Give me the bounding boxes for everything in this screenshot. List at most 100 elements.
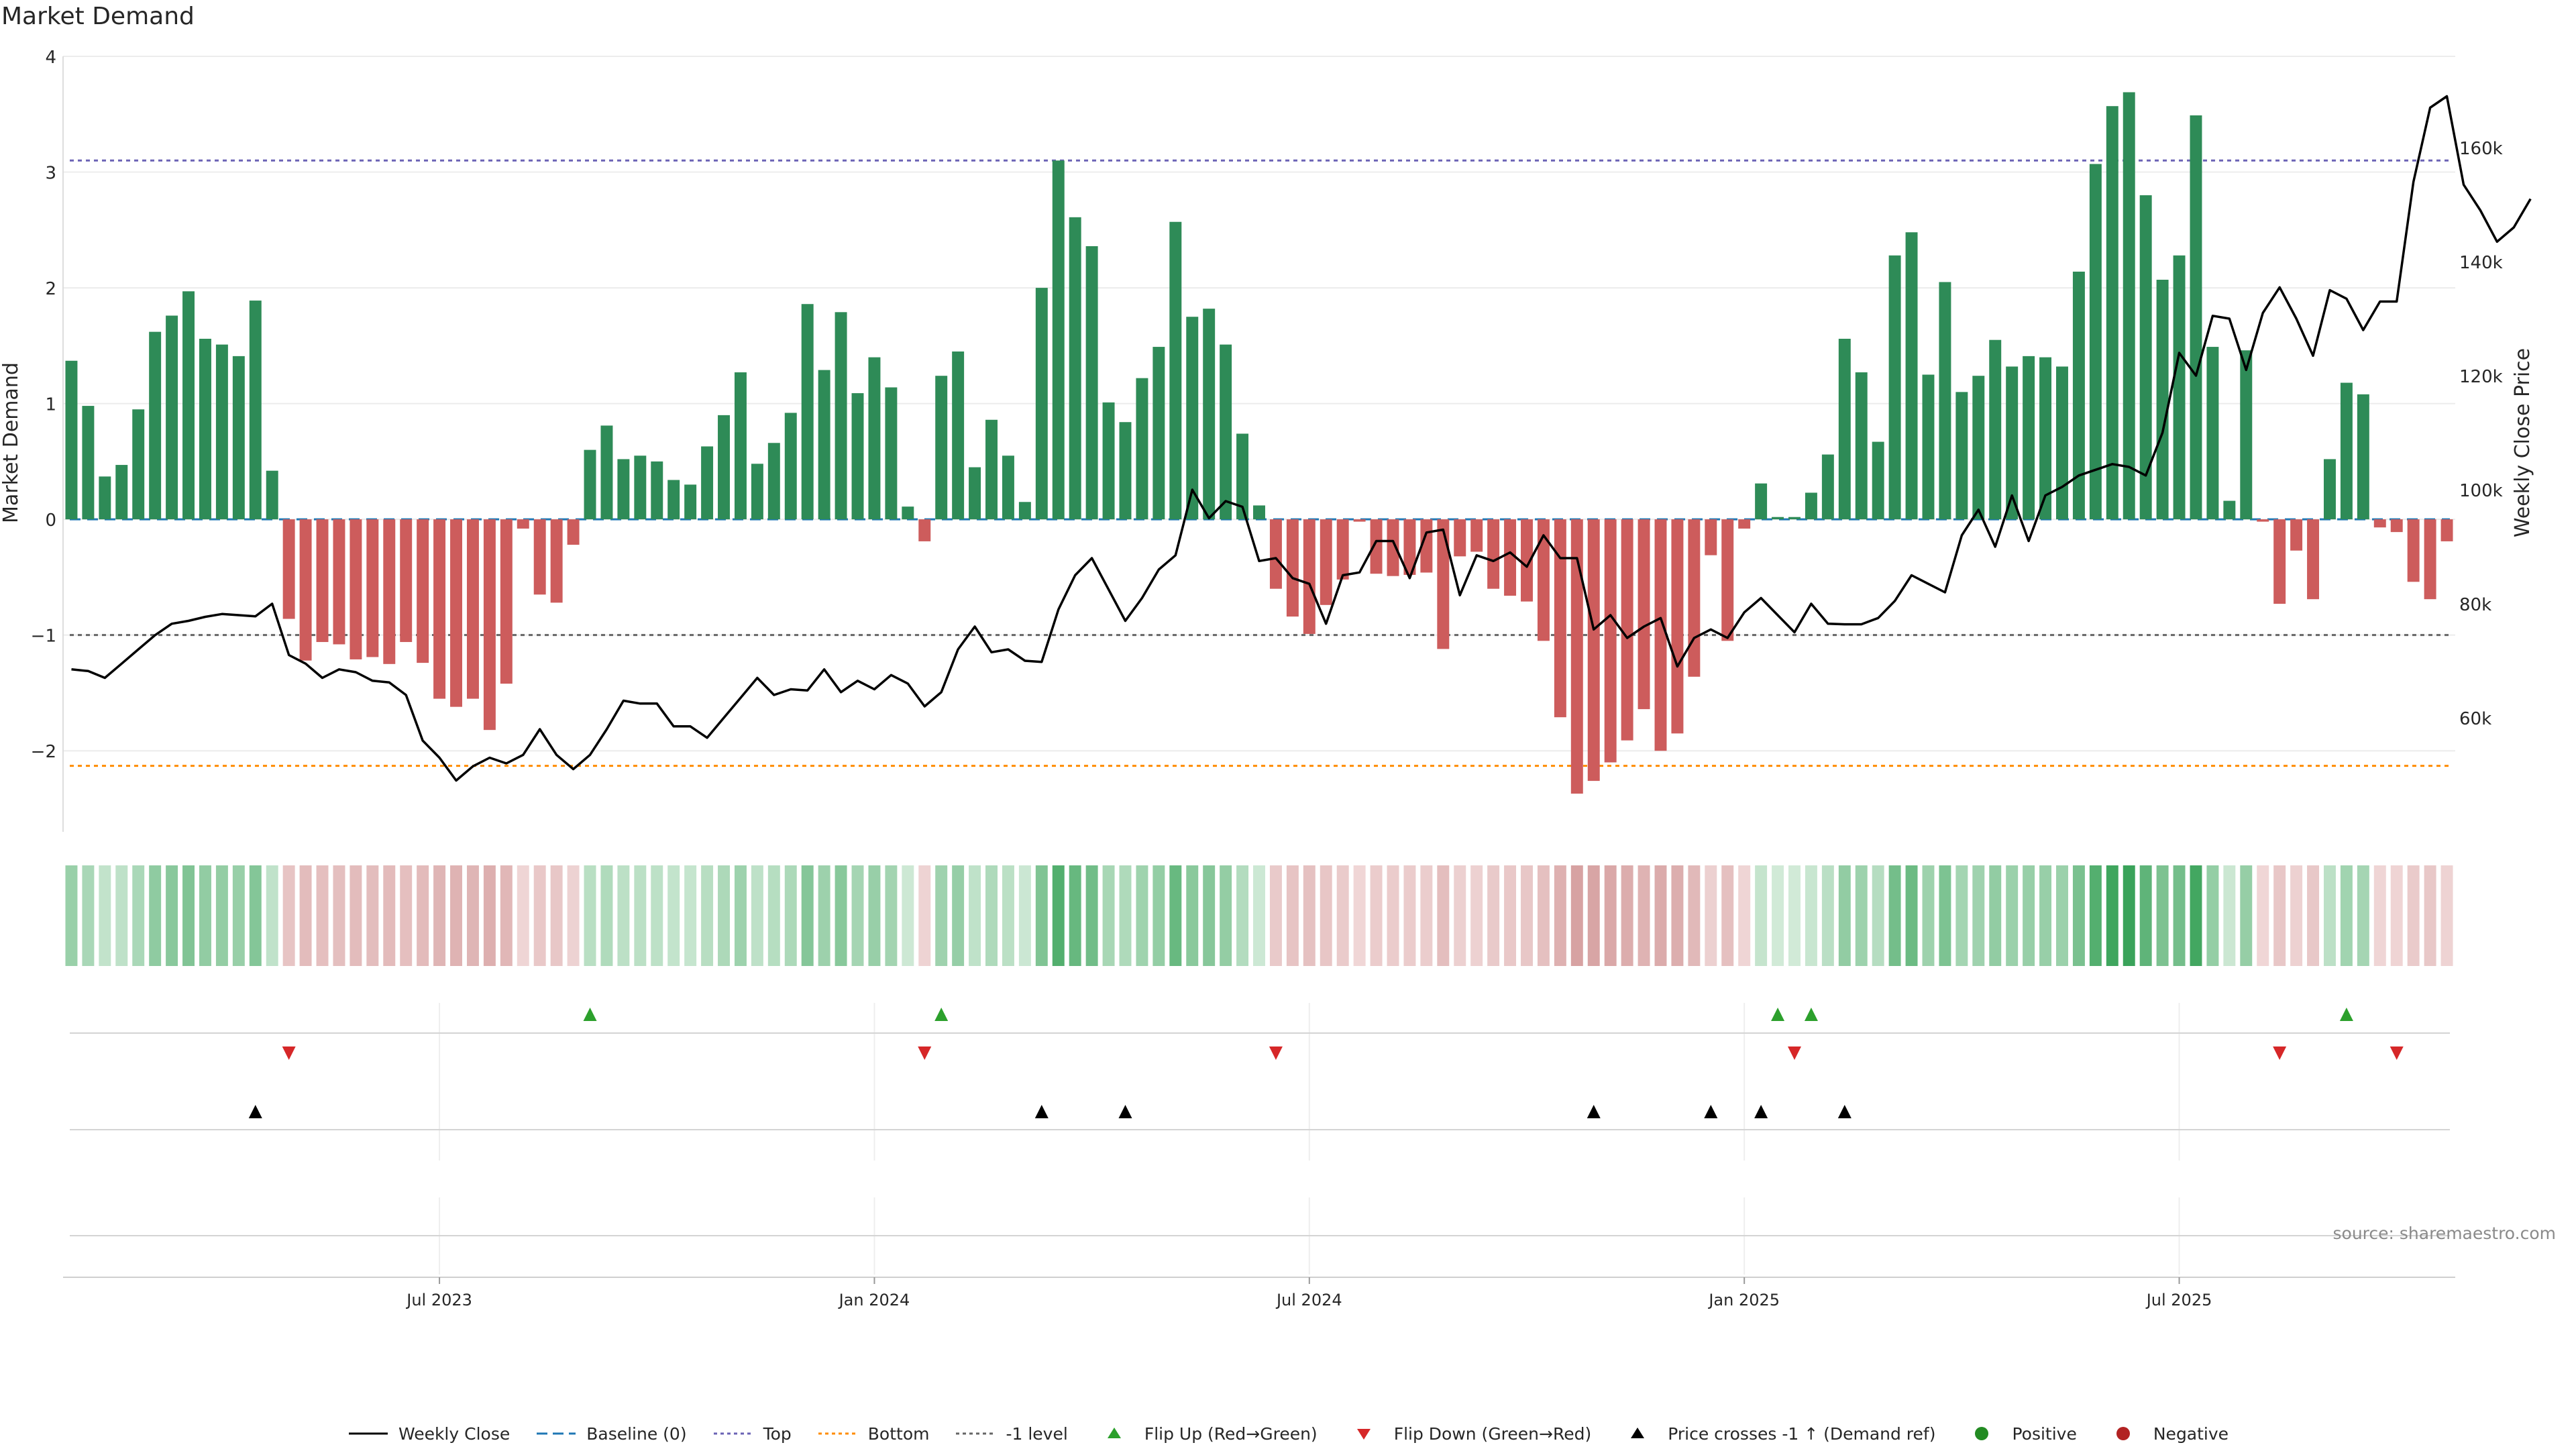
demand-bar: [1888, 255, 1901, 520]
x-tick-label: Jul 2024: [1275, 1291, 1342, 1309]
x-tick-label: Jul 2023: [405, 1291, 472, 1309]
heat-cell: [366, 865, 379, 966]
y-axis-label-right: Weekly Close Price: [2511, 348, 2534, 537]
demand-bar: [232, 356, 245, 520]
heat-cell: [634, 865, 647, 966]
heat-cell: [533, 865, 546, 966]
demand-bar: [1772, 517, 1784, 520]
demand-bar: [2039, 357, 2052, 520]
heat-cell: [935, 865, 948, 966]
demand-bar: [132, 409, 145, 520]
demand-bar: [333, 519, 345, 645]
heat-cell: [1738, 865, 1751, 966]
heat-cell: [2390, 865, 2403, 966]
y-tick-label-right: 60k: [2459, 709, 2491, 729]
heat-cell: [1286, 865, 1299, 966]
chart-title: Market Demand: [1, 3, 195, 30]
weekly-close-line: [71, 95, 2532, 782]
flip-up-marker: [2339, 1008, 2353, 1021]
demand-bar: [2373, 519, 2386, 528]
heat-cell: [266, 865, 278, 966]
demand-bar: [1119, 422, 1132, 520]
heat-cell: [885, 865, 898, 966]
legend-symbol-top: [713, 1432, 753, 1435]
demand-bar: [115, 465, 128, 520]
flip-up-marker: [934, 1008, 949, 1021]
heat-cell: [1303, 865, 1316, 966]
demand-bar: [65, 360, 78, 520]
demand-bar: [199, 338, 211, 520]
heat-cell: [2106, 865, 2118, 966]
demand-bar: [316, 519, 329, 643]
demand-bar: [767, 443, 780, 520]
heat-cell: [734, 865, 747, 966]
y-tick-label-right: 160k: [2459, 139, 2503, 159]
demand-bar: [1002, 455, 1014, 520]
heat-cell: [584, 865, 596, 966]
heat-cell: [1621, 865, 1633, 966]
legend-item-baseline: Baseline (0): [535, 1424, 687, 1444]
demand-bar: [1671, 519, 1684, 734]
demand-bar: [985, 419, 998, 520]
heat-cell: [1035, 865, 1048, 966]
heat-cell: [1721, 865, 1734, 966]
demand-bar: [1638, 519, 1650, 710]
heat-cell: [1186, 865, 1199, 966]
y-tick-label-left: 0: [45, 511, 56, 531]
heat-cell: [2072, 865, 2085, 966]
heat-cell: [969, 865, 981, 966]
heat-cell: [2440, 865, 2453, 966]
heat-cell: [1236, 865, 1249, 966]
demand-bar: [2139, 195, 2152, 520]
demand-bar: [1035, 288, 1048, 520]
demand-bar: [1972, 376, 1985, 520]
legend-label: Positive: [2012, 1424, 2077, 1444]
heat-cell: [1805, 865, 1817, 966]
demand-bar: [2424, 519, 2436, 600]
demand-bar: [634, 455, 647, 520]
heat-cell: [1487, 865, 1500, 966]
demand-bar: [1554, 519, 1566, 718]
flip-up-marker: [1771, 1008, 1785, 1021]
legend-label: Negative: [2153, 1424, 2229, 1444]
heat-cell: [1872, 865, 1884, 966]
demand-bar: [2273, 519, 2286, 604]
y-tick-label-right: 80k: [2459, 595, 2491, 615]
demand-bar: [517, 519, 529, 529]
heat-cell: [1654, 865, 1667, 966]
heat-cell: [767, 865, 780, 966]
demand-bar: [1621, 519, 1633, 741]
demand-bar: [433, 519, 446, 699]
demand-bar: [1838, 338, 1851, 520]
heat-cell: [1554, 865, 1566, 966]
weekly-close-polyline: [71, 95, 2532, 782]
y-tick-label-left: 4: [45, 48, 56, 68]
demand-bar: [918, 519, 931, 541]
price-cross-marker: [248, 1105, 262, 1118]
legend-item-up: Flip Up (Red→Green): [1093, 1424, 1318, 1444]
demand-bars: [65, 92, 2453, 794]
heat-cell: [517, 865, 529, 966]
demand-bar: [417, 519, 429, 663]
heat-cell: [1454, 865, 1466, 966]
demand-bar: [567, 519, 580, 545]
demand-bar: [734, 372, 747, 520]
heat-cell: [1504, 865, 1517, 966]
heat-cell: [2240, 865, 2253, 966]
heat-cell: [1939, 865, 1951, 966]
heat-cell: [1336, 865, 1349, 966]
legend-symbol-minus1: [956, 1432, 996, 1435]
demand-bar: [969, 467, 981, 520]
heat-cell: [2223, 865, 2236, 966]
heat-cell: [232, 865, 245, 966]
heat-cell: [2340, 865, 2353, 966]
heat-cell: [2006, 865, 2019, 966]
heat-cell: [1253, 865, 1265, 966]
demand-bar: [801, 304, 814, 520]
demand-bar: [282, 519, 295, 619]
heat-cell: [1905, 865, 1918, 966]
demand-bar: [2390, 519, 2403, 533]
y-tick-label-left: 3: [45, 164, 56, 184]
heat-cell: [1437, 865, 1450, 966]
heat-cell: [1085, 865, 1098, 966]
